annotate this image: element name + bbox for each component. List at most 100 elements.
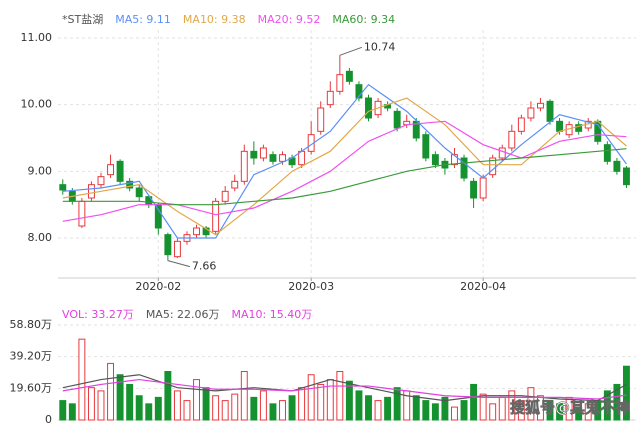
y-tick-label: 9.00 xyxy=(28,164,53,177)
volume-bar xyxy=(374,400,382,421)
ma-line xyxy=(62,97,627,236)
volume-bar xyxy=(288,395,296,421)
candle-body xyxy=(412,120,420,139)
candle-body xyxy=(393,110,401,129)
candle-body xyxy=(537,102,544,109)
x-tick-label: 2020-03 xyxy=(288,280,334,293)
volume-bar xyxy=(68,403,76,421)
y-tick-label: 8.00 xyxy=(28,231,53,244)
candle-body xyxy=(279,154,286,162)
candle-body xyxy=(97,176,105,186)
candle-body xyxy=(317,107,325,132)
volume-bar xyxy=(613,383,621,421)
candle-body xyxy=(451,154,458,166)
candle-body xyxy=(193,227,200,236)
ma-line xyxy=(62,120,627,222)
volume-bar xyxy=(365,395,372,421)
legend-entry: MA5: 22.06万 xyxy=(146,308,220,321)
volume-bar xyxy=(279,400,286,421)
annotation: 7.66 xyxy=(192,260,217,273)
x-tick-label: 2020-02 xyxy=(135,280,181,293)
volume-bar xyxy=(164,371,172,421)
volume-bar xyxy=(193,379,200,421)
volume-bar xyxy=(355,390,363,421)
volume-bar xyxy=(107,362,115,421)
candle-body xyxy=(269,154,277,162)
legend-entry: MA10: 15.40万 xyxy=(232,308,313,321)
candle-body xyxy=(622,167,630,186)
y-tick-label: 10.00 xyxy=(21,98,53,111)
volume-bar xyxy=(451,406,458,421)
annotation-leader xyxy=(167,260,190,268)
candle-body xyxy=(355,84,363,99)
candle-body xyxy=(164,234,172,256)
candle-body xyxy=(212,200,220,232)
volume-bar xyxy=(221,400,229,421)
volume-bar xyxy=(202,387,210,421)
volume-bar xyxy=(59,400,67,421)
candle-body xyxy=(259,147,267,159)
volume-bar xyxy=(537,395,544,421)
volume-bar xyxy=(479,393,487,421)
candle-body xyxy=(231,180,239,189)
candle-body xyxy=(527,107,535,119)
volume-bar xyxy=(250,396,258,421)
candle-body xyxy=(240,150,248,182)
candle-body xyxy=(107,164,115,176)
volume-bar xyxy=(527,387,535,421)
x-tick-label: 2020-04 xyxy=(460,280,506,293)
candle-body xyxy=(173,240,181,258)
volume-bar xyxy=(384,396,392,421)
candle-body xyxy=(336,74,344,92)
volume-bar xyxy=(460,400,468,421)
candle-body xyxy=(326,90,334,106)
y-tick-label: 39.20万 xyxy=(10,350,53,363)
volume-bar xyxy=(622,365,630,421)
ma-line xyxy=(62,378,627,400)
candle-body xyxy=(126,180,134,189)
candle-body xyxy=(479,177,487,199)
candle-body xyxy=(517,117,525,132)
volume-bar xyxy=(546,400,554,421)
volume-bar xyxy=(183,400,191,421)
candle-body xyxy=(59,184,67,191)
volume-bar xyxy=(498,396,506,421)
annotation: 10.74 xyxy=(364,40,396,53)
volume-bar xyxy=(575,406,583,421)
volume-bar xyxy=(212,395,220,421)
y-tick-label: 11.00 xyxy=(21,31,53,44)
legend-entry: MA20: 9.52 xyxy=(258,13,321,26)
volume-bar xyxy=(145,403,153,421)
volume-bar xyxy=(431,403,439,421)
y-tick-label: 19.60万 xyxy=(10,381,53,394)
volume-bar xyxy=(307,374,315,421)
volume-bar xyxy=(97,390,105,421)
legend-title: *ST盐湖 xyxy=(62,13,103,26)
volume-bar xyxy=(173,390,181,421)
candle-body xyxy=(556,120,564,132)
volume-bar xyxy=(231,393,239,421)
candle-body xyxy=(345,70,353,82)
y-tick-label: 0 xyxy=(45,413,52,426)
volume-bar xyxy=(78,338,86,421)
volume-bar xyxy=(317,383,325,421)
candle-body xyxy=(431,154,439,166)
y-tick-label: 58.80万 xyxy=(10,318,53,331)
volume-bar xyxy=(508,390,516,421)
volume-bar xyxy=(269,403,277,421)
volume-bar xyxy=(556,403,564,421)
candle-body xyxy=(498,147,506,159)
legend-entry: MA10: 9.38 xyxy=(183,13,246,26)
candle-body xyxy=(575,124,583,132)
ma-line xyxy=(62,148,627,206)
volume-bar xyxy=(87,387,95,421)
volume-bar xyxy=(441,396,449,421)
candle-body xyxy=(135,187,143,198)
volume-bar xyxy=(584,403,592,421)
candle-body xyxy=(365,97,372,119)
candle-body xyxy=(154,204,162,229)
candle-body xyxy=(78,200,86,227)
volume-bar xyxy=(393,387,401,421)
legend-title: VOL: 33.27万 xyxy=(62,308,134,321)
